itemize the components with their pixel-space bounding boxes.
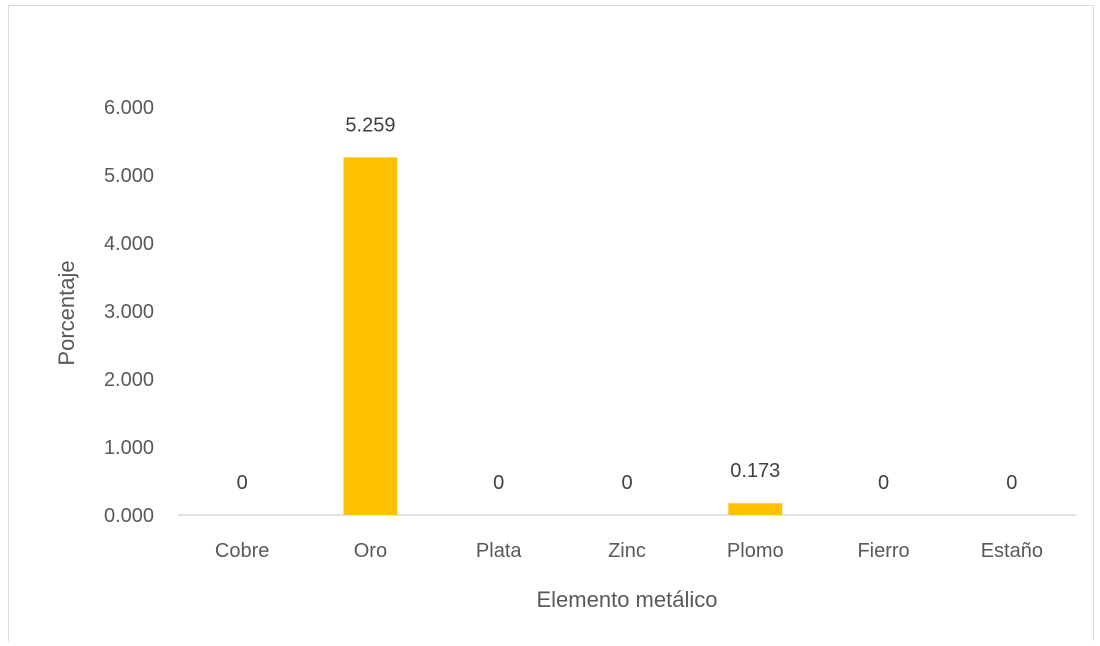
y-tick-label: 6.000 [104, 97, 154, 119]
x-tick-label: Fierro [857, 540, 909, 562]
x-tick-label: Plomo [727, 540, 784, 562]
data-labels: 0 5.259 0 0 0.173 0 0 [237, 114, 1018, 494]
y-axis-ticks: 0.000 1.000 2.000 3.000 4.000 5.000 6.000 [104, 97, 154, 527]
x-tick-label: Cobre [215, 540, 269, 562]
data-label: 0.173 [730, 460, 780, 482]
y-tick-label: 1.000 [104, 437, 154, 459]
data-label: 5.259 [345, 114, 395, 136]
bars [343, 157, 783, 515]
x-tick-label: Plata [476, 540, 522, 562]
bar-plomo [728, 503, 783, 515]
data-label: 0 [621, 472, 632, 494]
y-tick-label: 4.000 [104, 233, 154, 255]
x-axis-title: Elemento metálico [537, 587, 718, 612]
bar-oro [343, 157, 398, 515]
data-label: 0 [237, 472, 248, 494]
x-axis-ticks: Cobre Oro Plata Zinc Plomo Fierro Estaño [215, 540, 1043, 562]
y-axis-title: Porcentaje [54, 260, 79, 365]
y-tick-label: 2.000 [104, 369, 154, 391]
y-tick-label: 0.000 [104, 505, 154, 527]
y-tick-label: 3.000 [104, 301, 154, 323]
data-label: 0 [878, 472, 889, 494]
chart-area [8, 5, 1094, 641]
data-label: 0 [493, 472, 504, 494]
y-tick-label: 5.000 [104, 165, 154, 187]
data-label: 0 [1006, 472, 1017, 494]
x-tick-label: Estaño [981, 540, 1043, 562]
x-tick-label: Oro [354, 540, 387, 562]
x-tick-label: Zinc [608, 540, 646, 562]
